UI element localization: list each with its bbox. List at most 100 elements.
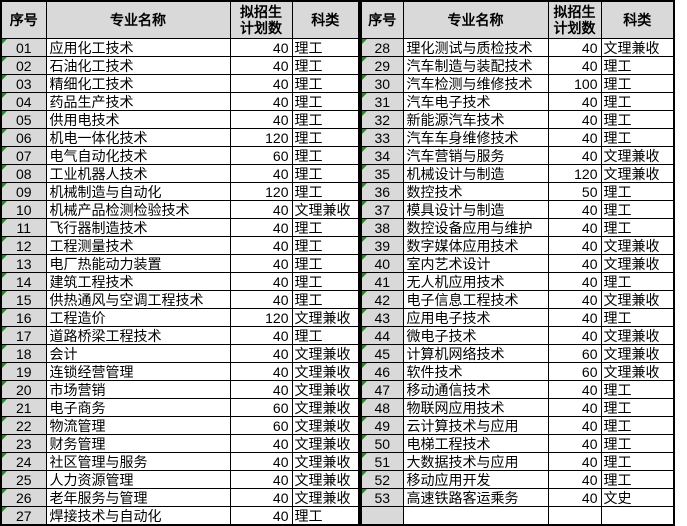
subject-category-cell: 文理兼收 xyxy=(600,38,675,57)
row-number-cell: 30 xyxy=(360,74,404,93)
subject-category-cell: 理工 xyxy=(600,74,675,93)
error-indicator-icon xyxy=(362,201,367,206)
row-number-cell: 12 xyxy=(0,236,47,255)
major-name-cell: 电子商务 xyxy=(45,398,231,417)
table-row: 12 工程测量技术 40 理工 xyxy=(0,236,360,255)
subject-category-cell: 文理兼收 xyxy=(291,344,360,363)
major-name-cell: 供热通风与空调工程技术 xyxy=(45,290,231,309)
major-name-cell: 物流管理 xyxy=(45,416,231,435)
major-name-cell: 连锁经营管理 xyxy=(45,362,231,381)
table-row: 39 数字媒体应用技术 40 文理兼收 xyxy=(360,236,675,255)
subject-category-cell: 理工 xyxy=(600,110,675,129)
table-row: 15 供热通风与空调工程技术 40 理工 xyxy=(0,290,360,309)
table-row: 24 社区管理与服务 40 文理兼收 xyxy=(0,452,360,471)
planned-enrollment-cell: 40 xyxy=(229,488,293,507)
error-indicator-icon xyxy=(362,111,367,116)
error-indicator-icon xyxy=(362,219,367,224)
planned-enrollment-cell: 40 xyxy=(547,56,602,75)
row-number-cell: 15 xyxy=(0,290,47,309)
error-indicator-icon xyxy=(362,237,367,242)
major-name-cell: 室内艺术设计 xyxy=(402,254,549,273)
table-row: 32 新能源汽车技术 40 理工 xyxy=(360,110,675,129)
row-number-cell: 53 xyxy=(360,488,404,507)
planned-enrollment-cell: 40 xyxy=(229,362,293,381)
subject-category-cell: 理工 xyxy=(291,218,360,237)
major-name-cell: 机械设计与制造 xyxy=(402,164,549,183)
planned-enrollment-cell: 40 xyxy=(229,272,293,291)
subject-category-cell: 理工 xyxy=(291,254,360,273)
planned-enrollment-cell: 40 xyxy=(547,128,602,147)
row-number-cell: 07 xyxy=(0,146,47,165)
planned-enrollment-cell: 60 xyxy=(547,362,602,381)
subject-category-cell: 理工 xyxy=(291,506,360,526)
error-indicator-icon xyxy=(362,453,367,458)
major-name-cell: 电厂热能动力装置 xyxy=(45,254,231,273)
subject-category-cell: 理工 xyxy=(600,272,675,291)
error-indicator-icon xyxy=(362,57,367,62)
table-row: 48 物联网应用技术 40 理工 xyxy=(360,398,675,417)
major-name-cell: 新能源汽车技术 xyxy=(402,110,549,129)
subject-category-cell: 理工 xyxy=(291,290,360,309)
header-row: 序号 专业名称 拟招生 计划数 科类 xyxy=(0,0,360,39)
error-indicator-icon xyxy=(362,327,367,332)
header-row: 序号 专业名称 拟招生 计划数 科类 xyxy=(360,0,675,39)
column-header-plan-line1: 拟招生 xyxy=(240,4,282,20)
major-name-cell: 移动通信技术 xyxy=(402,380,549,399)
error-indicator-icon xyxy=(362,309,367,314)
column-header-plan-line2: 计划数 xyxy=(240,20,282,36)
subject-category-cell: 文理兼收 xyxy=(291,416,360,435)
table-row: 03 精细化工技术 40 理工 xyxy=(0,74,360,93)
table-row: 17 道路桥梁工程技术 40 理工 xyxy=(0,326,360,345)
table-row: 25 人力资源管理 40 文理兼收 xyxy=(0,470,360,489)
subject-category-cell: 理工 xyxy=(600,92,675,111)
major-name-cell: 计算机网络技术 xyxy=(402,344,549,363)
table-row: 14 建筑工程技术 40 理工 xyxy=(0,272,360,291)
planned-enrollment-cell: 40 xyxy=(547,416,602,435)
planned-enrollment-cell: 40 xyxy=(229,254,293,273)
subject-category-cell: 文理兼收 xyxy=(291,308,360,327)
table-row: 13 电厂热能动力装置 40 理工 xyxy=(0,254,360,273)
planned-enrollment-cell: 40 xyxy=(229,344,293,363)
error-indicator-icon xyxy=(362,417,367,422)
major-name-cell: 机械制造与自动化 xyxy=(45,182,231,201)
major-name-cell: 飞行器制造技术 xyxy=(45,218,231,237)
major-name-cell: 汽车检测与维修技术 xyxy=(402,74,549,93)
major-name-cell: 汽车电子技术 xyxy=(402,92,549,111)
row-number-cell: 36 xyxy=(360,182,404,201)
subject-category-cell: 理工 xyxy=(291,272,360,291)
subject-category-cell: 理工 xyxy=(291,182,360,201)
planned-enrollment-cell: 40 xyxy=(547,470,602,489)
error-indicator-icon xyxy=(2,93,7,98)
major-name-cell: 模具设计与制造 xyxy=(402,200,549,219)
error-indicator-icon xyxy=(2,345,7,350)
row-number-cell: 31 xyxy=(360,92,404,111)
major-name-cell: 汽车车身维修技术 xyxy=(402,128,549,147)
column-header-plan: 拟招生 计划数 xyxy=(229,0,293,39)
major-name-cell: 应用化工技术 xyxy=(45,38,231,57)
error-indicator-icon xyxy=(2,147,7,152)
subject-category-cell: 理工 xyxy=(600,434,675,453)
row-number-cell: 05 xyxy=(0,110,47,129)
major-name-cell: 人力资源管理 xyxy=(45,470,231,489)
table-row: 27 焊接技术与自动化 40 理工 xyxy=(0,506,360,526)
column-header-no: 序号 xyxy=(0,0,47,39)
error-indicator-icon xyxy=(2,75,7,80)
row-number-cell: 50 xyxy=(360,434,404,453)
table-row: 01 应用化工技术 40 理工 xyxy=(0,38,360,57)
subject-category-cell-empty xyxy=(600,506,675,526)
row-number-cell: 08 xyxy=(0,164,47,183)
row-number-cell: 52 xyxy=(360,470,404,489)
table-row: 28 理化测试与质检技术 40 文理兼收 xyxy=(360,38,675,57)
column-header-category: 科类 xyxy=(291,0,360,39)
row-number-cell: 44 xyxy=(360,326,404,345)
error-indicator-icon xyxy=(362,39,367,44)
major-name-cell: 工业机器人技术 xyxy=(45,164,231,183)
table-row: 37 模具设计与制造 40 理工 xyxy=(360,200,675,219)
error-indicator-icon xyxy=(2,399,7,404)
table-row: 02 石油化工技术 40 理工 xyxy=(0,56,360,75)
planned-enrollment-cell: 40 xyxy=(547,380,602,399)
error-indicator-icon xyxy=(2,219,7,224)
planned-enrollment-cell: 40 xyxy=(547,290,602,309)
row-number-cell: 42 xyxy=(360,290,404,309)
